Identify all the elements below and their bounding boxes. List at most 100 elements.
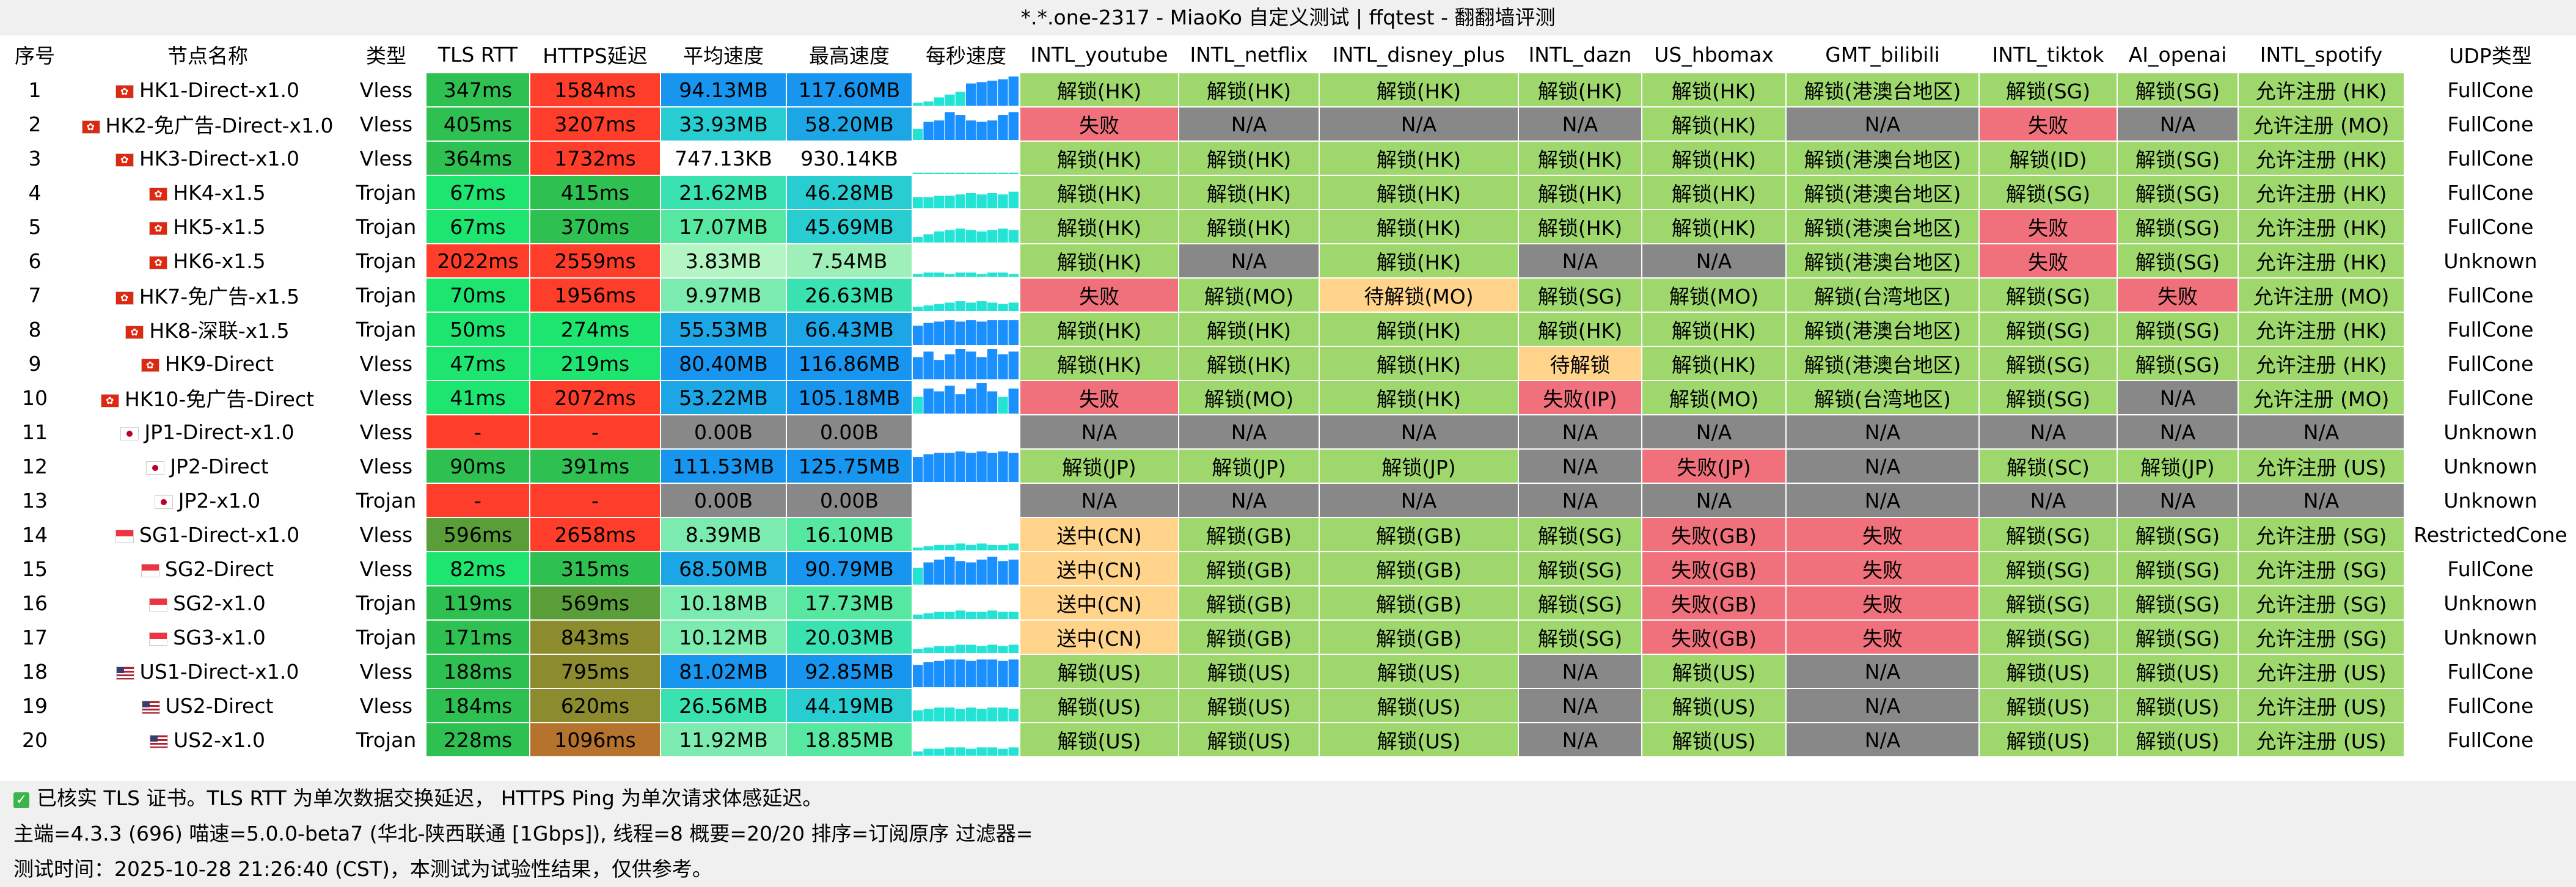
- table-row[interactable]: 18 US1-Direct-x1.0 Vless 188ms 795ms 81.02MB 9…: [0, 654, 2576, 689]
- table-row[interactable]: 14 SG1-Direct-x1.0 Vless 596ms 2658ms 8.39MB 1…: [0, 517, 2576, 552]
- sparkline-bar: [976, 543, 987, 550]
- column-header[interactable]: HTTPS延迟: [529, 35, 661, 73]
- column-header[interactable]: 类型: [346, 35, 426, 73]
- service-result: 解锁(HK): [1319, 72, 1519, 108]
- column-header[interactable]: GMT_bilibili: [1785, 35, 1980, 73]
- row-number: 19: [0, 688, 70, 723]
- table-row[interactable]: 2 HK2-免广告-Direct-x1.0 Vless405ms3207ms33.9…: [0, 106, 2576, 142]
- sparkline-bar: [955, 272, 966, 277]
- row-number: 17: [0, 619, 70, 655]
- https-latency: 2658ms: [529, 517, 661, 552]
- table-row[interactable]: 7 HK7-免广告-x1.5 Trojan70ms1956ms9.97MB26.63…: [0, 277, 2576, 313]
- service-result: N/A: [1641, 243, 1787, 279]
- table-row[interactable]: 12 JP2-Direct Vless 90ms 391ms 111.53MB 125.75…: [0, 448, 2576, 484]
- service-result: 失败: [1978, 243, 2118, 279]
- service-result: N/A: [1178, 243, 1320, 279]
- table-row[interactable]: 17 SG3-x1.0 Trojan 171ms 843ms 10.12MB 20.03MB…: [0, 619, 2576, 655]
- service-result: 失败: [1785, 619, 1980, 655]
- column-header[interactable]: 节点名称: [68, 35, 347, 73]
- sparkline-bar: [923, 546, 934, 550]
- service-result: 允许注册 (US): [2238, 448, 2405, 484]
- avg-speed: 81.02MB: [660, 654, 787, 689]
- column-header[interactable]: 每秒速度: [912, 35, 1020, 73]
- column-header[interactable]: AI_openai: [2117, 35, 2239, 73]
- sparkline-bar: [987, 453, 998, 482]
- sparkline-bar: [945, 646, 955, 653]
- sparkline-bar: [1008, 172, 1019, 174]
- service-result: N/A: [1785, 448, 1980, 484]
- sparkline-bar: [1008, 611, 1019, 619]
- column-header[interactable]: INTL_netflix: [1178, 35, 1320, 73]
- service-result: 解锁(HK): [1518, 141, 1642, 176]
- speed-sparkline: [912, 483, 1020, 518]
- udp-type: Unknown: [2404, 414, 2576, 450]
- node-name: US2-x1.0: [173, 728, 265, 752]
- service-result: 允许注册 (SG): [2238, 585, 2405, 621]
- node-name-cell: JP2-x1.0: [68, 483, 347, 518]
- table-row[interactable]: 1 HK1-Direct-x1.0 Vless347ms1584ms94.13MB1…: [0, 72, 2576, 108]
- service-result: 允许注册 (HK): [2238, 346, 2405, 381]
- node-name-cell: HK5-x1.5: [68, 209, 347, 244]
- service-result: 解锁(HK): [1319, 243, 1519, 279]
- service-result: 解锁(HK): [1319, 141, 1519, 176]
- flag-sg-icon: [150, 598, 167, 611]
- tls-rtt: 90ms: [425, 448, 530, 484]
- node-type: Vless: [346, 517, 426, 552]
- table-row[interactable]: 9 HK9-Direct Vless47ms219ms80.40MB116.86MB…: [0, 346, 2576, 381]
- sparkline-bar: [976, 82, 987, 106]
- column-header[interactable]: INTL_dazn: [1518, 35, 1642, 73]
- sparkline-bar: [923, 272, 934, 277]
- service-result: 解锁(US): [1019, 688, 1179, 723]
- column-header[interactable]: INTL_disney_plus: [1319, 35, 1519, 73]
- column-header[interactable]: INTL_tiktok: [1978, 35, 2118, 73]
- column-header[interactable]: UDP类型: [2404, 35, 2576, 73]
- node-type: Trojan: [346, 483, 426, 518]
- column-header[interactable]: 最高速度: [786, 35, 913, 73]
- sparkline-bar: [934, 231, 945, 243]
- speed-sparkline: [912, 654, 1020, 689]
- table-row[interactable]: 20 US2-x1.0 Trojan 228ms 1096ms 11.92MB 18.85M…: [0, 722, 2576, 757]
- node-name: SG2-x1.0: [173, 591, 266, 615]
- column-header[interactable]: INTL_youtube: [1019, 35, 1179, 73]
- service-result: 解锁(US): [1319, 722, 1519, 757]
- sparkline-bar: [966, 748, 976, 756]
- column-header[interactable]: 平均速度: [660, 35, 787, 73]
- node-type: Vless: [346, 448, 426, 484]
- sparkline-bar: [976, 122, 987, 140]
- service-result: 解锁(US): [1319, 654, 1519, 689]
- udp-type: FullCone: [2404, 72, 2576, 108]
- table-row[interactable]: 3 HK3-Direct-x1.0 Vless364ms1732ms747.13KB…: [0, 141, 2576, 176]
- sparkline-bar: [987, 172, 998, 174]
- column-header[interactable]: 序号: [0, 35, 70, 73]
- table-row[interactable]: 10 HK10-免广告-Direct Vless41ms2072ms53.22MB1…: [0, 380, 2576, 415]
- column-header[interactable]: TLS RTT: [425, 35, 530, 73]
- sparkline-bar: [966, 644, 976, 653]
- sparkline-bar: [976, 383, 987, 414]
- table-row[interactable]: 19 US2-Direct Vless 184ms 620ms 26.56MB 44.19M…: [0, 688, 2576, 723]
- column-header[interactable]: US_hbomax: [1641, 35, 1787, 73]
- tls-rtt: 228ms: [425, 722, 530, 757]
- https-latency: 1096ms: [529, 722, 661, 757]
- sparkline-bar: [966, 389, 976, 414]
- service-result: 解锁(JP): [1319, 448, 1519, 484]
- table-row[interactable]: 11 JP1-Direct-x1.0 Vless - -0.00B 0.00B N/A N/A…: [0, 414, 2576, 450]
- sparkline-bar: [998, 396, 1008, 414]
- flag-jp-icon: [121, 427, 139, 440]
- table-row[interactable]: 15 SG2-Direct Vless 82ms 315ms 68.50MB 90.79MB…: [0, 551, 2576, 586]
- table-row[interactable]: 16 SG2-x1.0 Trojan 119ms 569ms 10.18MB 17.73MB…: [0, 585, 2576, 621]
- tls-rtt: 405ms: [425, 106, 530, 142]
- sparkline-bar: [966, 193, 976, 208]
- sparkline-bar: [976, 301, 987, 311]
- column-header[interactable]: INTL_spotify: [2238, 35, 2405, 73]
- https-latency: 370ms: [529, 209, 661, 244]
- avg-speed: 55.53MB: [660, 312, 787, 347]
- udp-type: FullCone: [2404, 106, 2576, 142]
- node-type: Trojan: [346, 722, 426, 757]
- sparkline-bar: [923, 613, 934, 619]
- sparkline-bar: [945, 274, 955, 277]
- table-row[interactable]: 8 HK8-深联-x1.5 Trojan50ms274ms55.53MB66.43M…: [0, 312, 2576, 347]
- table-row[interactable]: 13 JP2-x1.0 Trojan - -0.00B 0.00B N/A N/A N/A N/A…: [0, 483, 2576, 518]
